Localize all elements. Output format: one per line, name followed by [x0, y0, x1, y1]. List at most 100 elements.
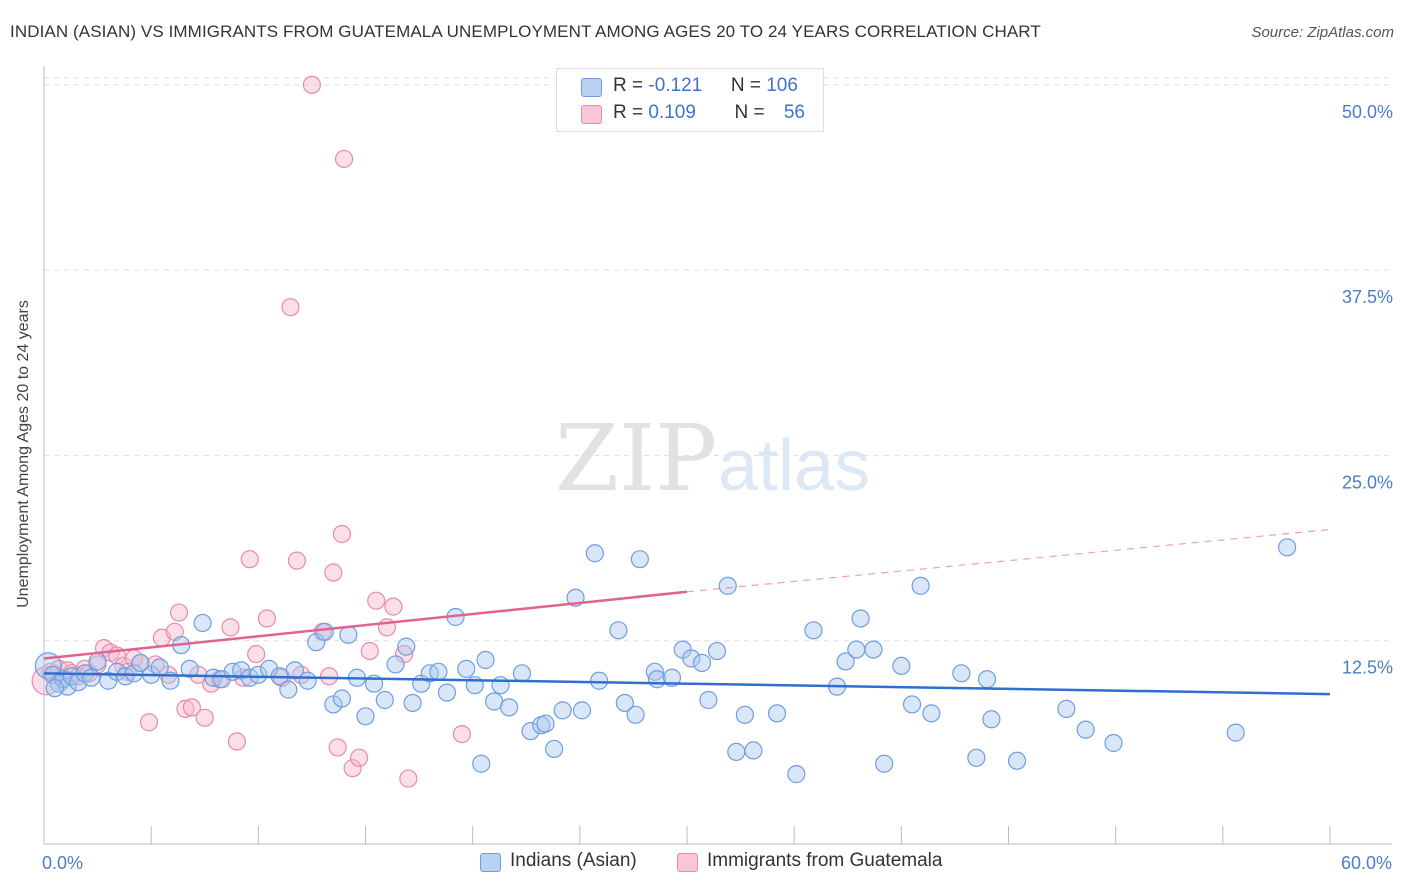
- watermark-atlas: atlas: [718, 426, 870, 506]
- indians-point: [952, 664, 971, 683]
- indians-point: [386, 655, 405, 674]
- indians-point: [1057, 699, 1076, 718]
- indians-point: [922, 704, 941, 723]
- indians-point: [1007, 751, 1027, 770]
- indians-point: [88, 652, 107, 671]
- indians-point: [851, 609, 870, 628]
- guatemala-point: [360, 641, 379, 661]
- guatemala-point: [176, 699, 195, 718]
- indians-point: [315, 622, 334, 641]
- guatemala-point: [328, 738, 347, 757]
- x-tick-label-min: 0.0%: [42, 853, 84, 873]
- indians-point: [491, 676, 510, 695]
- y-tick-labels: 12.5% 25.0% 37.5% 50.0%: [1342, 102, 1393, 678]
- indians-point: [787, 765, 806, 784]
- guatemala-point: [343, 759, 362, 778]
- guatemala-point: [367, 591, 386, 610]
- indians-point: [131, 653, 150, 673]
- watermark: ZIP atlas: [555, 405, 870, 512]
- indians-point: [572, 701, 592, 720]
- indians-point: [977, 670, 997, 689]
- chart-title: INDIAN (ASIAN) VS IMMIGRANTS FROM GUATEM…: [10, 22, 1041, 41]
- y-axis-label: Unemployment Among Ages 20 to 24 years: [15, 300, 32, 608]
- guatemala-point: [287, 551, 307, 570]
- blue-swatch: [581, 78, 602, 97]
- guatemala-point: [257, 609, 277, 628]
- y-tick-label: 25.0%: [1342, 472, 1393, 492]
- guatemala-point: [247, 644, 266, 664]
- indians-point: [692, 653, 712, 673]
- indians-point: [585, 544, 604, 563]
- indians-point: [911, 576, 930, 595]
- indians-point: [727, 742, 746, 761]
- indians-point: [707, 641, 727, 661]
- guatemala-trend-line: [43, 590, 688, 660]
- indians-point: [521, 722, 540, 741]
- indians-point: [397, 637, 416, 656]
- guatemala-point: [240, 550, 259, 569]
- n-value: 106: [766, 75, 798, 96]
- indians-point: [82, 668, 101, 687]
- indians-point: [1104, 733, 1123, 753]
- guatemala-point: [302, 75, 322, 94]
- y-tick-label: 50.0%: [1342, 102, 1393, 122]
- indians-point: [180, 659, 199, 678]
- indians-point: [875, 754, 894, 773]
- indians-point: [298, 671, 317, 690]
- guatemala-point: [399, 769, 418, 788]
- indians-point: [536, 714, 555, 733]
- guatemala-point: [182, 698, 201, 717]
- indians-point: [437, 683, 457, 702]
- indians-point: [767, 704, 787, 723]
- indians-point: [902, 695, 922, 714]
- indians-point: [836, 652, 855, 671]
- indians-point: [476, 650, 495, 670]
- indians-point: [1278, 538, 1297, 557]
- indians-point: [735, 705, 754, 724]
- blue-swatch: [480, 853, 501, 872]
- indians-point: [630, 550, 649, 569]
- pink-swatch: [581, 105, 602, 124]
- y-tick-label: 37.5%: [1342, 287, 1393, 307]
- guatemala-point: [332, 524, 352, 544]
- indians-point: [892, 656, 911, 676]
- r-value: -0.121: [648, 75, 703, 96]
- indians-point: [429, 662, 448, 681]
- r-label: R =: [613, 75, 649, 96]
- indians-point: [500, 698, 519, 717]
- guatemala-point: [324, 563, 343, 582]
- legend-label: Immigrants from Guatemala: [707, 850, 943, 871]
- indians-point: [744, 741, 763, 760]
- guatemala-point: [195, 708, 214, 727]
- indians-point: [982, 710, 1001, 729]
- guatemala-point: [139, 713, 159, 732]
- guatemala-point: [452, 724, 472, 744]
- legend-label: Indians (Asian): [510, 850, 637, 871]
- indians-point: [847, 640, 866, 659]
- indians-trend-line: [43, 672, 1331, 696]
- indians-point: [403, 693, 422, 713]
- indians-point: [864, 640, 883, 659]
- indians-point: [1226, 723, 1245, 742]
- indians-point: [699, 690, 718, 710]
- indians-point: [512, 664, 532, 683]
- indians-asian-points: [34, 538, 1297, 784]
- indians-point: [45, 679, 64, 698]
- guatemala-point: [227, 732, 246, 751]
- n-label: N =: [734, 102, 770, 123]
- indians-point: [457, 659, 476, 678]
- indians-point: [662, 668, 682, 687]
- indians-point: [645, 662, 664, 681]
- indians-point: [375, 690, 394, 710]
- y-tick-label: 12.5%: [1342, 658, 1393, 678]
- indians-point: [718, 576, 737, 595]
- indians-point: [545, 739, 564, 759]
- guatemala-trend-extension: [686, 528, 1331, 593]
- indians-point: [590, 671, 609, 690]
- indians-point: [682, 649, 701, 668]
- source-label: Source: ZipAtlas.com: [1251, 24, 1394, 41]
- indians-point: [967, 748, 986, 767]
- trend-lines: [43, 528, 1331, 696]
- guatemala-point: [349, 748, 369, 767]
